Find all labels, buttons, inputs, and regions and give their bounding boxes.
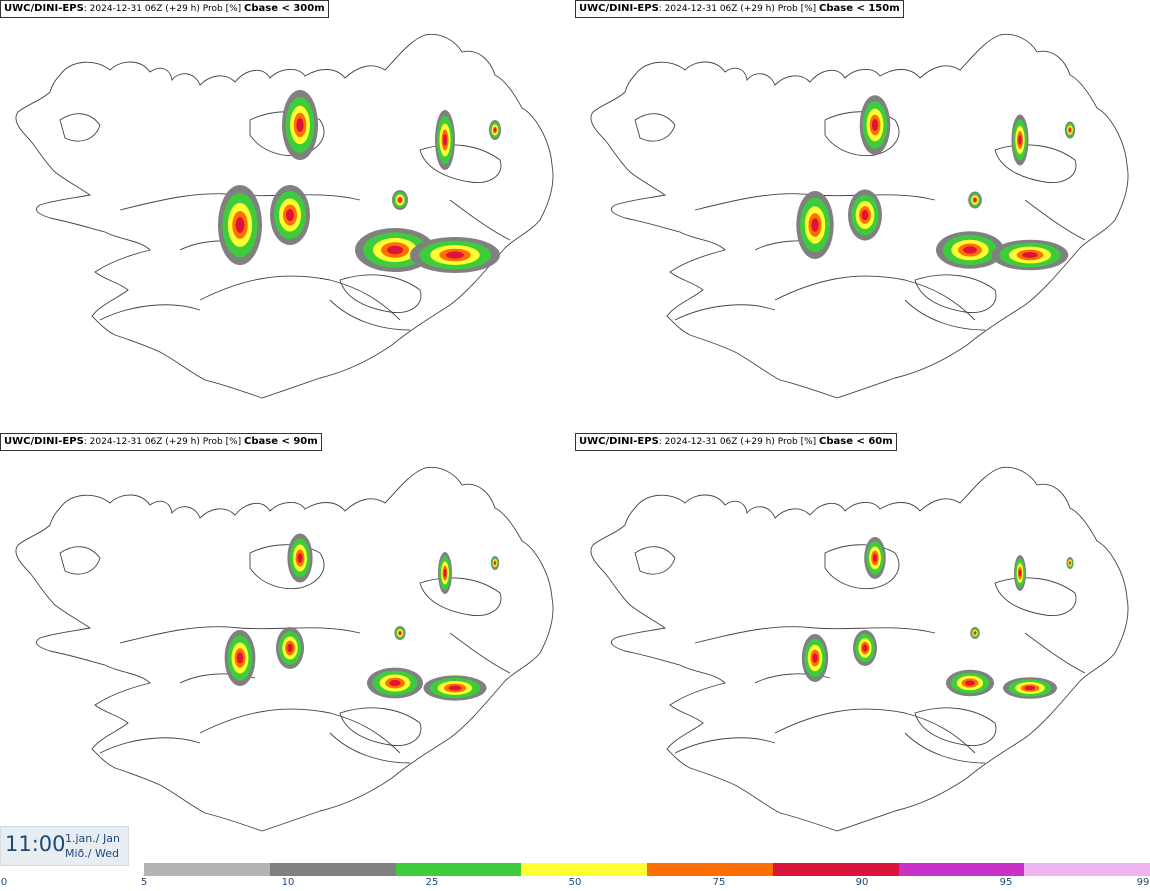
probability-overlay <box>796 95 1076 271</box>
probability-contour <box>973 198 977 202</box>
probability-contour <box>1022 251 1038 259</box>
valid-time-box: 11:00 1.jan./ Jan Mið./ Wed <box>0 826 129 866</box>
valid-date-line2: Mið./ Wed <box>65 847 119 860</box>
legend-tick-label: 5 <box>140 877 148 888</box>
probability-contour <box>287 643 293 653</box>
probability-contour <box>446 251 464 259</box>
legend-tick-label: 0 <box>0 877 8 888</box>
probability-contour <box>398 198 402 202</box>
probability-contour <box>965 680 975 686</box>
panel-title: UWC/DINI-EPS: 2024-12-31 06Z (+29 h) Pro… <box>0 433 322 451</box>
probability-contour <box>387 245 403 255</box>
probability-overlay <box>218 90 501 273</box>
legend-swatch <box>772 863 899 876</box>
probability-contour <box>1018 134 1022 146</box>
valid-date-line1: 1.jan./ Jan <box>65 832 120 845</box>
probability-contour <box>443 134 447 146</box>
probability-contour <box>811 218 819 232</box>
coastline <box>590 466 1129 832</box>
probability-contour <box>286 209 294 221</box>
panel-title: UWC/DINI-EPS: 2024-12-31 06Z (+29 h) Pro… <box>575 0 904 18</box>
legend-swatch <box>521 863 647 876</box>
probability-contour <box>1069 561 1071 565</box>
probability-contour <box>236 652 244 664</box>
probability-contour <box>494 561 496 565</box>
probability-contour <box>1024 685 1036 691</box>
legend-tick-label: 25 <box>425 877 439 888</box>
probability-contour <box>389 679 401 687</box>
probability-contour <box>398 631 402 635</box>
probability-contour <box>493 128 497 132</box>
map <box>590 466 1129 832</box>
probability-contour <box>862 644 868 652</box>
map-panel-1: UWC/DINI-EPS: 2024-12-31 06Z (+29 h) Pro… <box>0 0 575 438</box>
probability-contour <box>448 685 462 691</box>
probability-contour <box>1068 128 1072 132</box>
probability-contour <box>974 631 976 635</box>
map-panel-2: UWC/DINI-EPS: 2024-12-31 06Z (+29 h) Pro… <box>575 0 1150 438</box>
map-panel-3: UWC/DINI-EPS: 2024-12-31 06Z (+29 h) Pro… <box>0 433 575 871</box>
legend-swatch <box>144 863 270 876</box>
legend-swatch <box>1024 863 1150 876</box>
valid-time: 11:00 <box>5 832 66 856</box>
map <box>15 33 554 399</box>
probability-contour <box>872 553 878 563</box>
probability-contour <box>443 568 447 578</box>
legend-swatch <box>647 863 773 876</box>
legend-tick-label: 90 <box>855 877 869 888</box>
legend-tick-label: 50 <box>568 877 582 888</box>
coastline <box>15 466 554 832</box>
legend-swatch <box>395 863 522 876</box>
probability-contour <box>871 119 879 131</box>
probability-contour <box>963 246 977 254</box>
probability-contour <box>296 118 304 132</box>
map-panel-4: UWC/DINI-EPS: 2024-12-31 06Z (+29 h) Pro… <box>575 433 1150 871</box>
legend-ticks: 0 5 10 25 50 75 90 95 99 <box>0 877 1150 891</box>
probability-contour <box>812 653 818 663</box>
coastline <box>590 33 1129 399</box>
legend-tick-label: 95 <box>999 877 1013 888</box>
legend-tick-label: 10 <box>281 877 295 888</box>
legend-swatch <box>898 863 1025 876</box>
legend-swatch <box>269 863 396 876</box>
probability-contour <box>1018 569 1022 577</box>
panel-title: UWC/DINI-EPS: 2024-12-31 06Z (+29 h) Pro… <box>0 0 329 18</box>
probability-contour <box>235 217 245 233</box>
map <box>590 33 1129 399</box>
probability-overlay <box>224 533 500 701</box>
probability-overlay <box>801 537 1074 699</box>
coastline <box>15 33 554 399</box>
probability-contour <box>861 209 869 221</box>
legend-tick-label: 99 <box>1136 877 1150 888</box>
probability-contour <box>297 553 303 563</box>
panel-title: UWC/DINI-EPS: 2024-12-31 06Z (+29 h) Pro… <box>575 433 897 451</box>
legend-colorbar <box>144 863 1150 876</box>
map <box>15 466 554 832</box>
legend-tick-label: 75 <box>712 877 726 888</box>
